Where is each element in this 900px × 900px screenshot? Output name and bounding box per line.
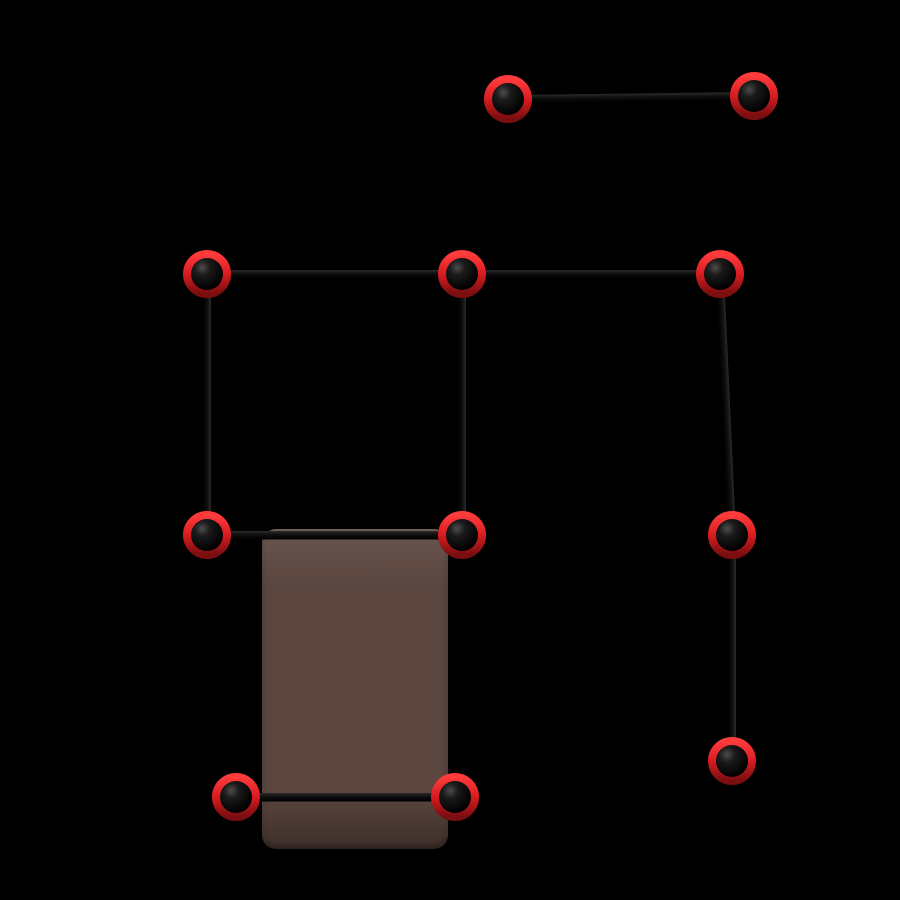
node — [438, 250, 486, 298]
node — [183, 511, 231, 559]
node — [431, 773, 479, 821]
node — [730, 72, 778, 120]
node — [438, 511, 486, 559]
node — [708, 511, 756, 559]
panel — [262, 529, 448, 849]
edge — [236, 793, 455, 801]
node — [212, 773, 260, 821]
node — [183, 250, 231, 298]
diagram-canvas — [0, 0, 900, 900]
node — [696, 250, 744, 298]
edge — [203, 274, 211, 535]
node — [484, 75, 532, 123]
edge — [716, 274, 736, 535]
edge — [458, 274, 466, 535]
edge — [207, 531, 462, 539]
edge — [508, 92, 754, 103]
node — [708, 737, 756, 785]
edge — [207, 270, 462, 278]
edge — [728, 535, 736, 761]
edge — [462, 270, 720, 278]
